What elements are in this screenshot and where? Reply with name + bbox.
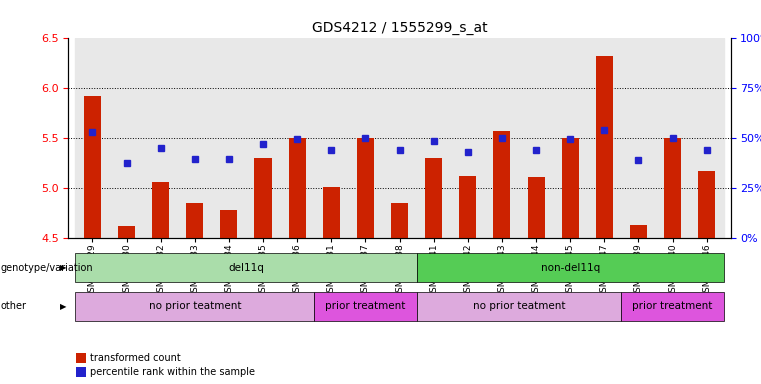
Bar	[493, 131, 511, 238]
Bar	[621, 38, 655, 238]
Bar	[75, 38, 110, 238]
Text: prior treatment: prior treatment	[632, 301, 713, 311]
Bar	[221, 210, 237, 238]
Bar	[246, 38, 280, 238]
Bar	[118, 226, 135, 238]
Bar	[212, 38, 246, 238]
Text: del11q: del11q	[228, 263, 264, 273]
Bar	[416, 38, 451, 238]
Bar	[357, 138, 374, 238]
Bar	[596, 56, 613, 238]
Text: transformed count: transformed count	[90, 353, 180, 363]
Bar	[349, 38, 383, 238]
Bar	[288, 138, 306, 238]
Bar	[152, 182, 169, 238]
Text: non-del11q: non-del11q	[540, 263, 600, 273]
Bar	[459, 176, 476, 238]
Bar	[178, 38, 212, 238]
Bar	[587, 38, 621, 238]
Bar	[314, 38, 349, 238]
Bar	[186, 203, 203, 238]
Text: ▶: ▶	[59, 263, 66, 272]
Title: GDS4212 / 1555299_s_at: GDS4212 / 1555299_s_at	[312, 21, 487, 35]
Bar	[110, 38, 144, 238]
Bar	[254, 158, 272, 238]
Text: genotype/variation: genotype/variation	[1, 263, 94, 273]
Text: ▶: ▶	[59, 302, 66, 311]
Bar	[527, 177, 545, 238]
Bar	[451, 38, 485, 238]
Bar	[144, 38, 178, 238]
Bar	[383, 38, 416, 238]
Bar	[425, 158, 442, 238]
Bar	[664, 138, 681, 238]
Bar	[562, 138, 578, 238]
Bar	[689, 38, 724, 238]
Text: other: other	[1, 301, 27, 311]
Bar	[391, 203, 408, 238]
Bar	[553, 38, 587, 238]
Bar	[698, 171, 715, 238]
Text: no prior teatment: no prior teatment	[473, 301, 565, 311]
Bar	[323, 187, 340, 238]
Text: percentile rank within the sample: percentile rank within the sample	[90, 367, 255, 377]
Bar	[84, 96, 101, 238]
Text: prior treatment: prior treatment	[325, 301, 406, 311]
Bar	[485, 38, 519, 238]
Bar	[630, 225, 647, 238]
Bar	[655, 38, 689, 238]
Bar	[280, 38, 314, 238]
Bar	[519, 38, 553, 238]
Text: no prior teatment: no prior teatment	[148, 301, 241, 311]
